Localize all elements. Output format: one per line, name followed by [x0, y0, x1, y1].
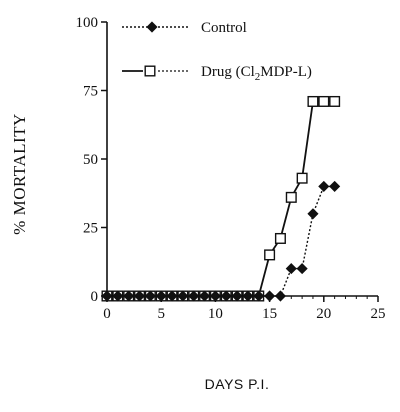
series-control-point: [296, 263, 308, 275]
series-control-point: [177, 290, 189, 302]
series-control-point: [166, 290, 178, 302]
series-drug-point: [329, 95, 341, 107]
y-tick-label: 50: [83, 152, 98, 168]
series-control-point: [329, 180, 341, 192]
series-control-line: [107, 185, 335, 297]
y-tick-label: 25: [83, 221, 98, 237]
series-control-point: [318, 180, 330, 192]
series-drug-point: [274, 232, 286, 244]
x-tick-label: 15: [262, 306, 277, 322]
series-control-point: [188, 290, 200, 302]
series-drug-point: [285, 191, 297, 203]
y-tick-label: 100: [76, 15, 99, 31]
series-drug-point: [307, 95, 319, 107]
y-axis-label: % MORTALITY: [10, 113, 29, 235]
x-axis-label: DAYS P.I.: [205, 376, 270, 392]
y-tick-label: 0: [91, 289, 99, 305]
series-control-point: [133, 290, 146, 302]
series-control-point: [307, 208, 319, 220]
legend-control-marker: [146, 21, 158, 33]
series-control-point: [155, 290, 167, 302]
series-control-point: [112, 290, 124, 302]
x-tick-label: 0: [103, 306, 111, 322]
ticks: 0 25 50 75 100 0 5 10 15 20 25: [76, 15, 386, 322]
series-control-point: [274, 290, 287, 302]
x-tick-label: 5: [157, 306, 165, 322]
y-tick-label: 75: [83, 84, 98, 100]
x-tick-label: 25: [371, 306, 386, 322]
series-control: [101, 180, 341, 302]
x-tick-label: 10: [208, 306, 223, 322]
legend-drug-label: Drug (Cl2MDP-L): [201, 64, 312, 83]
legend-drug-marker: [144, 65, 156, 77]
x-tick-label: 20: [316, 306, 331, 322]
legend-control-label: Control: [201, 20, 247, 36]
series-control-point: [264, 290, 276, 302]
series-control-point: [220, 290, 232, 302]
series-drug-point: [264, 249, 276, 261]
series-control-point: [242, 290, 254, 302]
series-control-point: [144, 290, 156, 302]
series-control-point: [253, 290, 265, 302]
series-control-point: [198, 290, 211, 302]
series-layer: [101, 95, 341, 302]
series-control-point: [209, 290, 221, 302]
series-control-point: [285, 263, 297, 275]
series-control-point: [231, 290, 243, 302]
series-drug-point: [318, 95, 330, 107]
series-control-point: [101, 290, 113, 302]
series-control-point: [123, 290, 135, 302]
series-drug-point: [296, 172, 308, 184]
legend: Control Drug (Cl2MDP-L): [122, 20, 312, 83]
